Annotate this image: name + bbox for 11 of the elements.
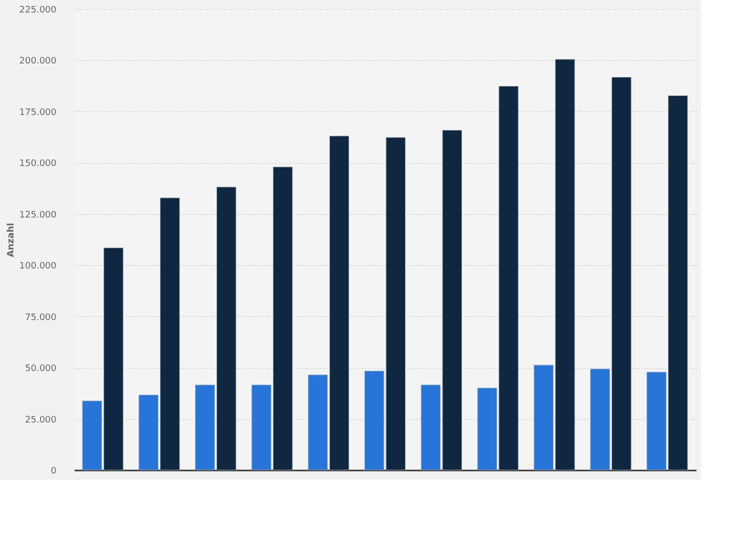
- y-tick-label: 200.000: [19, 56, 57, 67]
- y-tick-label: 25.000: [25, 415, 57, 426]
- y-tick-label: 50.000: [25, 364, 57, 374]
- y-tick-label: 0: [50, 466, 57, 476]
- y-tick-label: 225.000: [19, 6, 57, 16]
- y-tick-label: 75.000: [25, 312, 57, 323]
- y-tick-label: 150.000: [19, 159, 57, 170]
- y-axis-title: Anzahl: [6, 222, 16, 258]
- y-tick-label: 100.000: [19, 262, 57, 272]
- y-tick-label: 125.000: [19, 210, 57, 220]
- y-tick-label: 175.000: [19, 108, 57, 118]
